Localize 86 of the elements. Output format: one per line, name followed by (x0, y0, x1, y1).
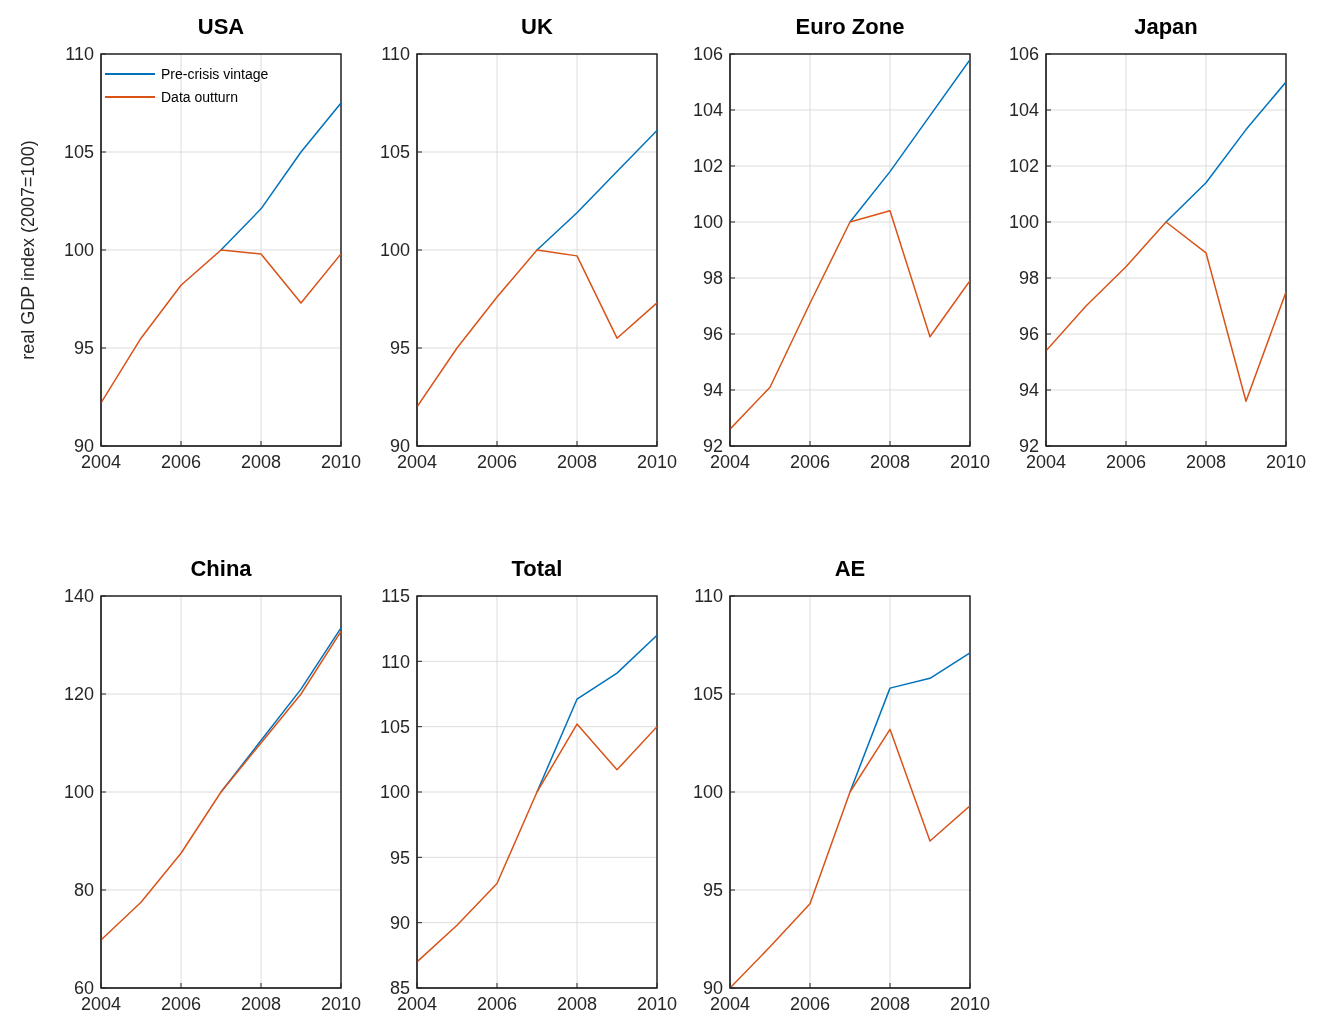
line-series (1165, 81, 1286, 223)
x-tick-label: 2004 (396, 451, 438, 472)
legend-label: Pre-crisis vintage (161, 65, 269, 82)
y-tick-label: 98 (1018, 268, 1039, 289)
line-series (849, 652, 970, 793)
x-tick-label: 2010 (320, 451, 362, 472)
y-tick-label: 110 (381, 44, 410, 65)
x-tick-label: 2006 (160, 451, 202, 472)
y-tick-label: 110 (381, 651, 410, 672)
y-tick-label: 98 (702, 268, 723, 289)
x-tick-label: 2010 (320, 993, 362, 1014)
y-tick-label: 105 (63, 142, 94, 163)
line-series (101, 630, 341, 941)
x-tick-label: 2006 (476, 451, 518, 472)
y-tick-label: 102 (692, 156, 723, 177)
x-tick-label: 2008 (240, 993, 282, 1014)
chart-title: China (189, 556, 253, 582)
y-tick-label: 95 (389, 338, 410, 359)
line-series (730, 210, 970, 430)
x-tick-label: 2004 (396, 993, 438, 1014)
y-tick-label: 102 (1008, 156, 1039, 177)
y-tick-label: 110 (694, 586, 723, 607)
line-series (536, 129, 657, 251)
y-tick-label: 80 (73, 880, 94, 901)
x-tick-label: 2004 (709, 451, 751, 472)
x-tick-label: 2006 (476, 993, 518, 1014)
chart-title: UK (520, 14, 554, 40)
line-series (1046, 221, 1286, 402)
y-tick-label: 94 (1018, 380, 1039, 401)
x-tick-label: 2010 (636, 451, 678, 472)
y-tick-label: 95 (389, 847, 410, 868)
x-tick-label: 2008 (1185, 451, 1227, 472)
line-series (220, 102, 341, 251)
x-tick-label: 2004 (80, 993, 122, 1014)
y-tick-label: 94 (702, 380, 723, 401)
x-tick-label: 2004 (80, 451, 122, 472)
y-tick-label: 100 (63, 240, 94, 261)
y-tick-label: 105 (379, 142, 410, 163)
x-tick-label: 2008 (869, 993, 911, 1014)
x-tick-label: 2008 (556, 993, 598, 1014)
x-tick-label: 2010 (1265, 451, 1307, 472)
x-tick-label: 2010 (949, 993, 991, 1014)
chart-title: Euro Zone (794, 14, 906, 40)
chart-title: AE (833, 556, 867, 582)
y-tick-label: 100 (379, 782, 410, 803)
y-tick-label: 90 (389, 913, 410, 934)
chart-title: Japan (1133, 14, 1199, 40)
y-tick-label: 95 (73, 338, 94, 359)
chart-title: Total (510, 556, 564, 582)
line-series (417, 249, 657, 408)
x-tick-label: 2004 (709, 993, 751, 1014)
x-tick-label: 2008 (240, 451, 282, 472)
x-tick-label: 2004 (1025, 451, 1067, 472)
y-tick-label: 115 (381, 586, 410, 607)
y-tick-label: 104 (1008, 100, 1039, 121)
x-tick-label: 2008 (869, 451, 911, 472)
x-tick-label: 2006 (1105, 451, 1147, 472)
line-series (101, 249, 341, 404)
line-series (417, 723, 657, 963)
x-tick-label: 2006 (789, 993, 831, 1014)
y-tick-label: 95 (702, 880, 723, 901)
x-tick-label: 2010 (636, 993, 678, 1014)
x-tick-label: 2006 (160, 993, 202, 1014)
y-tick-label: 100 (1008, 212, 1039, 233)
legend-label: Data outturn (161, 88, 239, 105)
y-tick-label: 105 (692, 684, 723, 705)
x-tick-label: 2010 (949, 451, 991, 472)
y-tick-label: 100 (692, 782, 723, 803)
chart-title: USA (196, 14, 246, 40)
x-tick-label: 2006 (789, 451, 831, 472)
y-tick-label: 104 (692, 100, 723, 121)
y-axis-title: real GDP index (2007=100) (18, 140, 38, 360)
y-tick-label: 106 (1008, 44, 1039, 65)
x-tick-label: 2008 (556, 451, 598, 472)
line-series (849, 58, 970, 223)
y-tick-label: 110 (65, 44, 94, 65)
y-tick-label: 96 (1018, 324, 1039, 345)
y-tick-label: 100 (63, 782, 94, 803)
y-tick-label: 106 (692, 44, 723, 65)
y-tick-label: 105 (379, 717, 410, 738)
line-series (536, 634, 657, 793)
y-tick-label: 140 (63, 586, 94, 607)
y-tick-label: 100 (692, 212, 723, 233)
y-tick-label: 100 (379, 240, 410, 261)
y-tick-label: 96 (702, 324, 723, 345)
y-tick-label: 120 (63, 684, 94, 705)
